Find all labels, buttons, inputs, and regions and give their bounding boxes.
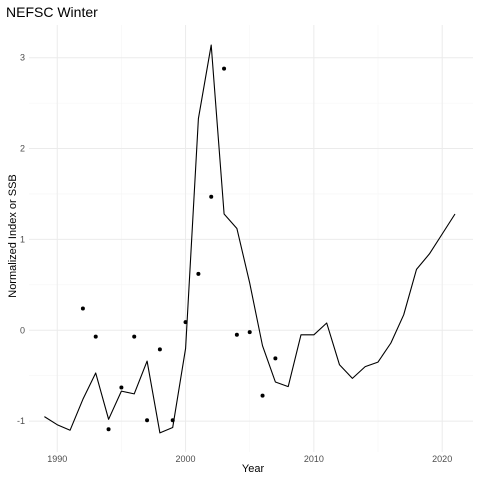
chart-title: NEFSC Winter bbox=[6, 4, 98, 20]
y-tick-label: 3 bbox=[20, 53, 25, 63]
data-point bbox=[196, 271, 201, 276]
data-point bbox=[80, 306, 85, 311]
data-point bbox=[93, 334, 98, 339]
y-tick-label: 0 bbox=[20, 325, 25, 335]
series-layer bbox=[44, 44, 456, 434]
x-tick-label: 2020 bbox=[432, 454, 452, 464]
data-point bbox=[209, 194, 214, 199]
y-tick-label: 2 bbox=[20, 144, 25, 154]
data-point bbox=[234, 332, 239, 337]
data-point bbox=[145, 418, 150, 423]
data-point bbox=[119, 385, 124, 390]
y-tick-label: 1 bbox=[20, 234, 25, 244]
x-tick-label: 2000 bbox=[176, 454, 196, 464]
x-tick-label: 1990 bbox=[47, 454, 67, 464]
data-point bbox=[106, 427, 111, 432]
y-tick-labels: -1 0 1 2 3 bbox=[17, 53, 25, 426]
x-axis-title: Year bbox=[242, 463, 265, 475]
x-tick-labels: 1990 2000 2010 2020 bbox=[47, 454, 452, 464]
data-point bbox=[132, 334, 137, 339]
points-layer bbox=[80, 66, 278, 432]
x-tick-label: 2010 bbox=[304, 454, 324, 464]
data-point bbox=[273, 356, 278, 361]
grid-layer bbox=[29, 25, 473, 452]
y-tick-label: -1 bbox=[17, 416, 25, 426]
data-point bbox=[157, 347, 162, 352]
data-point bbox=[247, 330, 252, 335]
series-line bbox=[44, 44, 456, 434]
data-point bbox=[260, 393, 265, 398]
y-axis-title: Normalized Index or SSB bbox=[7, 174, 19, 298]
data-point bbox=[183, 320, 188, 325]
data-point bbox=[170, 418, 175, 423]
data-point bbox=[222, 66, 227, 71]
